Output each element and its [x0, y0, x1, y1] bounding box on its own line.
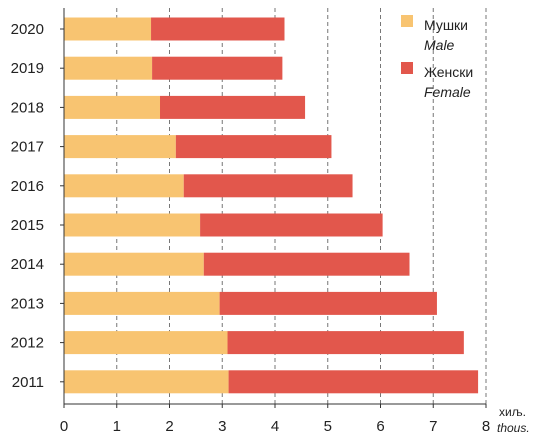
bar-female: [219, 291, 437, 315]
category-label: 2011: [12, 374, 44, 391]
x-tick-label: 6: [376, 418, 384, 435]
bar-female: [203, 252, 410, 276]
x-tick-label: 8: [482, 418, 490, 435]
bar-female: [200, 213, 383, 237]
legend-label-female: Женски: [424, 64, 473, 80]
unit-label-en: thous.: [497, 421, 530, 435]
category-label: 2013: [11, 295, 44, 312]
x-tick-label: 3: [218, 418, 226, 435]
bar-male: [64, 135, 176, 159]
category-label: 2019: [11, 60, 44, 77]
x-tick-label: 1: [113, 418, 121, 435]
bar-female: [183, 174, 353, 198]
bar-female: [227, 331, 464, 355]
axes: [60, 8, 487, 408]
legend: Мушки Male Женски Female: [401, 15, 473, 100]
x-tick-label: 4: [271, 418, 279, 435]
legend-swatch-female: [401, 62, 413, 74]
bar-male: [64, 252, 204, 276]
x-tick-label: 0: [60, 418, 68, 435]
bar-male: [64, 331, 228, 355]
category-label: 2018: [11, 99, 44, 116]
bar-female: [151, 17, 285, 41]
category-label: 2015: [11, 217, 44, 234]
x-tick-label: 5: [324, 418, 332, 435]
bar-male: [64, 291, 220, 315]
legend-label-female-en: Female: [424, 84, 471, 100]
bar-female: [160, 95, 306, 119]
bar-male: [64, 56, 153, 80]
category-label: 2017: [11, 139, 44, 156]
legend-label-male-en: Male: [424, 37, 455, 53]
bar-female: [152, 56, 283, 80]
unit-label-sr: хиљ.: [499, 405, 526, 419]
x-tick-label: 2: [165, 418, 173, 435]
unit-label: хиљ. thous.: [497, 405, 530, 435]
legend-label-male: Мушки: [424, 17, 468, 33]
category-labels: 2020 2019 2018 2017 2016 2015 2014 2013 2012 2011: [11, 21, 44, 391]
bar-male: [64, 174, 184, 198]
bar-male: [64, 370, 229, 394]
x-tick-labels: 0 1 2 3 4 5 6 7 8: [60, 418, 490, 435]
category-label: 2020: [11, 21, 44, 38]
bar-female: [228, 370, 479, 394]
bars: [64, 17, 479, 394]
category-label: 2014: [11, 256, 44, 273]
bar-female: [175, 135, 332, 159]
category-label: 2012: [11, 335, 44, 352]
bar-male: [64, 95, 161, 119]
bar-male: [64, 17, 152, 41]
category-label: 2016: [11, 178, 44, 195]
legend-swatch-male: [401, 15, 413, 27]
bar-male: [64, 213, 201, 237]
x-tick-label: 7: [429, 418, 437, 435]
